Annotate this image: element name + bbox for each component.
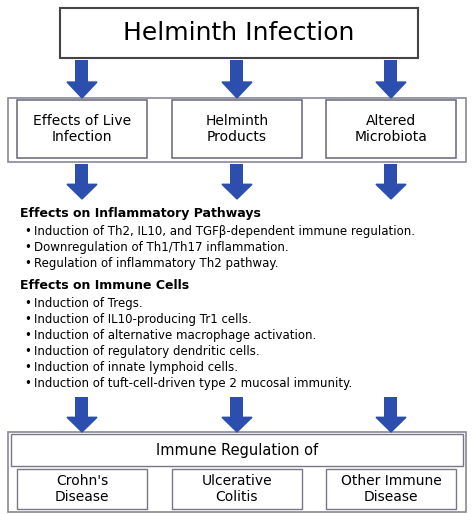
Bar [384,164,398,185]
Bar [11,434,463,466]
Text: •: • [24,377,31,390]
Text: Induction of alternative macrophage activation.: Induction of alternative macrophage acti… [34,329,316,342]
Polygon shape [67,82,97,98]
Bar [17,469,147,509]
Polygon shape [376,185,406,199]
Bar [75,60,89,82]
Polygon shape [222,185,252,199]
Bar [230,397,244,417]
Polygon shape [67,417,97,432]
Text: Helminth
Products: Helminth Products [205,114,269,144]
Bar [8,432,466,512]
Text: Induction of IL10-producing Tr1 cells.: Induction of IL10-producing Tr1 cells. [34,313,252,326]
Text: Effects of Live
Infection: Effects of Live Infection [33,114,131,144]
Bar [75,164,89,185]
Polygon shape [376,82,406,98]
Text: Effects on Inflammatory Pathways: Effects on Inflammatory Pathways [20,207,261,220]
Bar [60,8,418,58]
Polygon shape [222,82,252,98]
Text: Ulcerative
Colitis: Ulcerative Colitis [202,474,272,504]
Text: Helminth Infection: Helminth Infection [123,21,355,45]
Text: Crohn's
Disease: Crohn's Disease [55,474,109,504]
Text: •: • [24,345,31,358]
Text: Other Immune
Disease: Other Immune Disease [341,474,441,504]
Bar [326,469,456,509]
Text: •: • [24,297,31,310]
Bar [172,469,302,509]
Text: Regulation of inflammatory Th2 pathway.: Regulation of inflammatory Th2 pathway. [34,257,279,270]
Bar [384,397,398,417]
Bar [8,98,466,162]
Text: Induction of tuft-cell-driven type 2 mucosal immunity.: Induction of tuft-cell-driven type 2 muc… [34,377,352,390]
Text: Induction of regulatory dendritic cells.: Induction of regulatory dendritic cells. [34,345,260,358]
Text: •: • [24,241,31,254]
Text: •: • [24,257,31,270]
Text: Induction of innate lymphoid cells.: Induction of innate lymphoid cells. [34,361,238,374]
Text: Immune Regulation of: Immune Regulation of [156,443,318,457]
Bar [172,100,302,158]
Text: Altered
Microbiota: Altered Microbiota [355,114,428,144]
Polygon shape [67,185,97,199]
Bar [230,164,244,185]
Bar [384,60,398,82]
Polygon shape [222,417,252,432]
Text: •: • [24,225,31,238]
Text: Induction of Tregs.: Induction of Tregs. [34,297,143,310]
Polygon shape [376,417,406,432]
Text: Effects on Immune Cells: Effects on Immune Cells [20,279,189,292]
Text: Induction of Th2, IL10, and TGFβ-dependent immune regulation.: Induction of Th2, IL10, and TGFβ-depende… [34,225,415,238]
Bar [326,100,456,158]
Bar [75,397,89,417]
Text: •: • [24,329,31,342]
Bar [230,60,244,82]
Text: •: • [24,361,31,374]
Bar [17,100,147,158]
Text: Downregulation of Th1/Th17 inflammation.: Downregulation of Th1/Th17 inflammation. [34,241,289,254]
Text: •: • [24,313,31,326]
